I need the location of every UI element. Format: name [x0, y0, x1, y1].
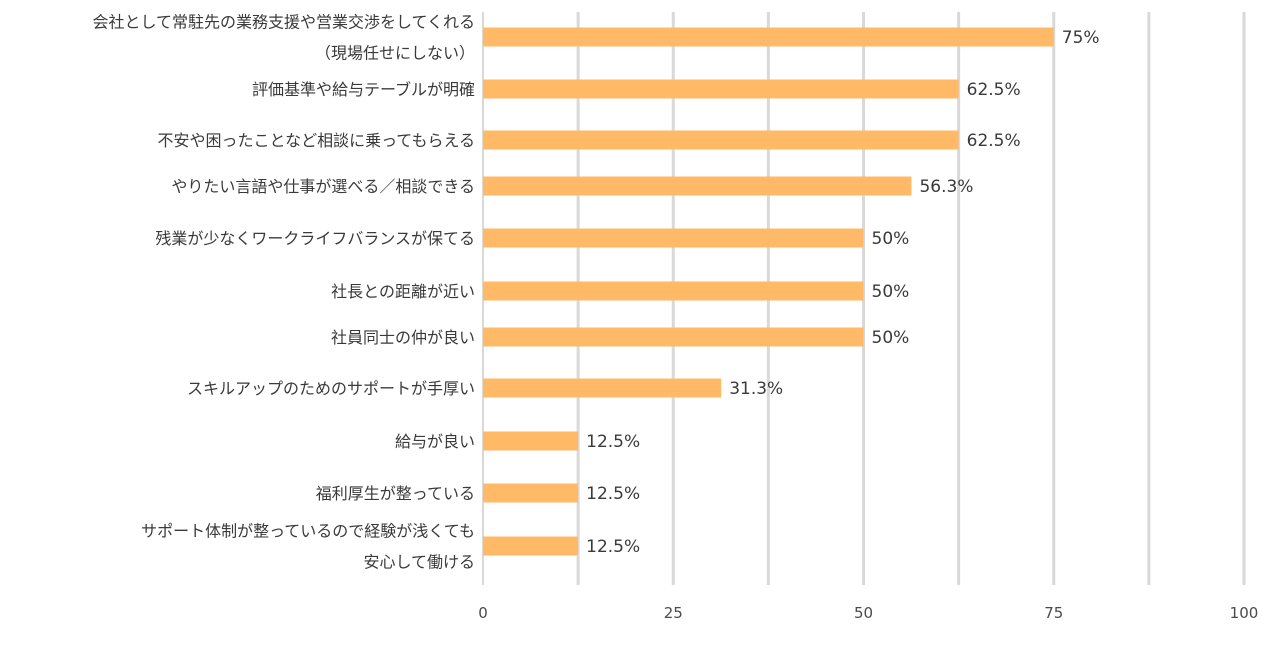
category-label: 社長との距離が近い: [331, 282, 475, 301]
value-label: 62.5%: [967, 131, 1021, 151]
category-label: （現場任せにしない）: [315, 44, 475, 63]
bar: [483, 228, 864, 248]
bar: [483, 281, 864, 301]
category-label: 福利厚生が整っている: [316, 484, 475, 503]
value-label: 75%: [1062, 28, 1100, 48]
bar: [483, 176, 912, 196]
bar: [483, 79, 959, 99]
bars: [483, 27, 1054, 556]
value-label: 56.3%: [919, 177, 973, 197]
category-labels: 会社として常駐先の業務支援や営業交渉をしてくれる （現場任せにしない） 評価基準や給…: [92, 13, 475, 572]
bar: [483, 536, 579, 556]
bar: [483, 431, 579, 451]
bar: [483, 27, 1054, 47]
x-tick-label: 50: [854, 604, 873, 622]
category-label: サポート体制が整っているので経験が浅くても: [141, 522, 475, 541]
x-tick-label: 100: [1230, 604, 1259, 622]
value-label: 50%: [872, 229, 910, 249]
bar: [483, 327, 864, 347]
bar: [483, 130, 959, 150]
value-labels: 75% 62.5% 62.5% 56.3% 50% 50% 50% 31.3% 12.5% 12.…: [586, 28, 1099, 557]
bar: [483, 378, 722, 398]
value-label: 12.5%: [586, 537, 640, 557]
category-label: 残業が少なくワークライフバランスが保てる: [155, 229, 475, 248]
value-label: 50%: [872, 282, 910, 302]
category-label: 不安や困ったことなど相談に乗ってもらえる: [158, 131, 475, 150]
category-label: 社員同士の仲が良い: [331, 328, 475, 347]
bar: [483, 483, 579, 503]
category-label: スキルアップのためのサポートが手厚い: [187, 379, 475, 398]
category-label: 評価基準や給与テーブルが明確: [252, 80, 475, 99]
x-tick-label: 0: [478, 604, 488, 622]
value-label: 31.3%: [729, 379, 783, 399]
category-label: 給与が良い: [395, 432, 475, 451]
x-tick-label: 75: [1044, 604, 1063, 622]
x-axis-ticks: 0 25 50 75 100: [478, 604, 1258, 622]
value-label: 12.5%: [586, 432, 640, 452]
x-tick-label: 25: [664, 604, 683, 622]
category-label: 会社として常駐先の業務支援や営業交渉をしてくれる: [92, 13, 475, 32]
category-label: やりたい言語や仕事が選べる／相談できる: [171, 177, 475, 196]
value-label: 12.5%: [586, 484, 640, 504]
value-label: 62.5%: [967, 80, 1021, 100]
value-label: 50%: [872, 328, 910, 348]
category-label: 安心して働ける: [363, 553, 475, 572]
